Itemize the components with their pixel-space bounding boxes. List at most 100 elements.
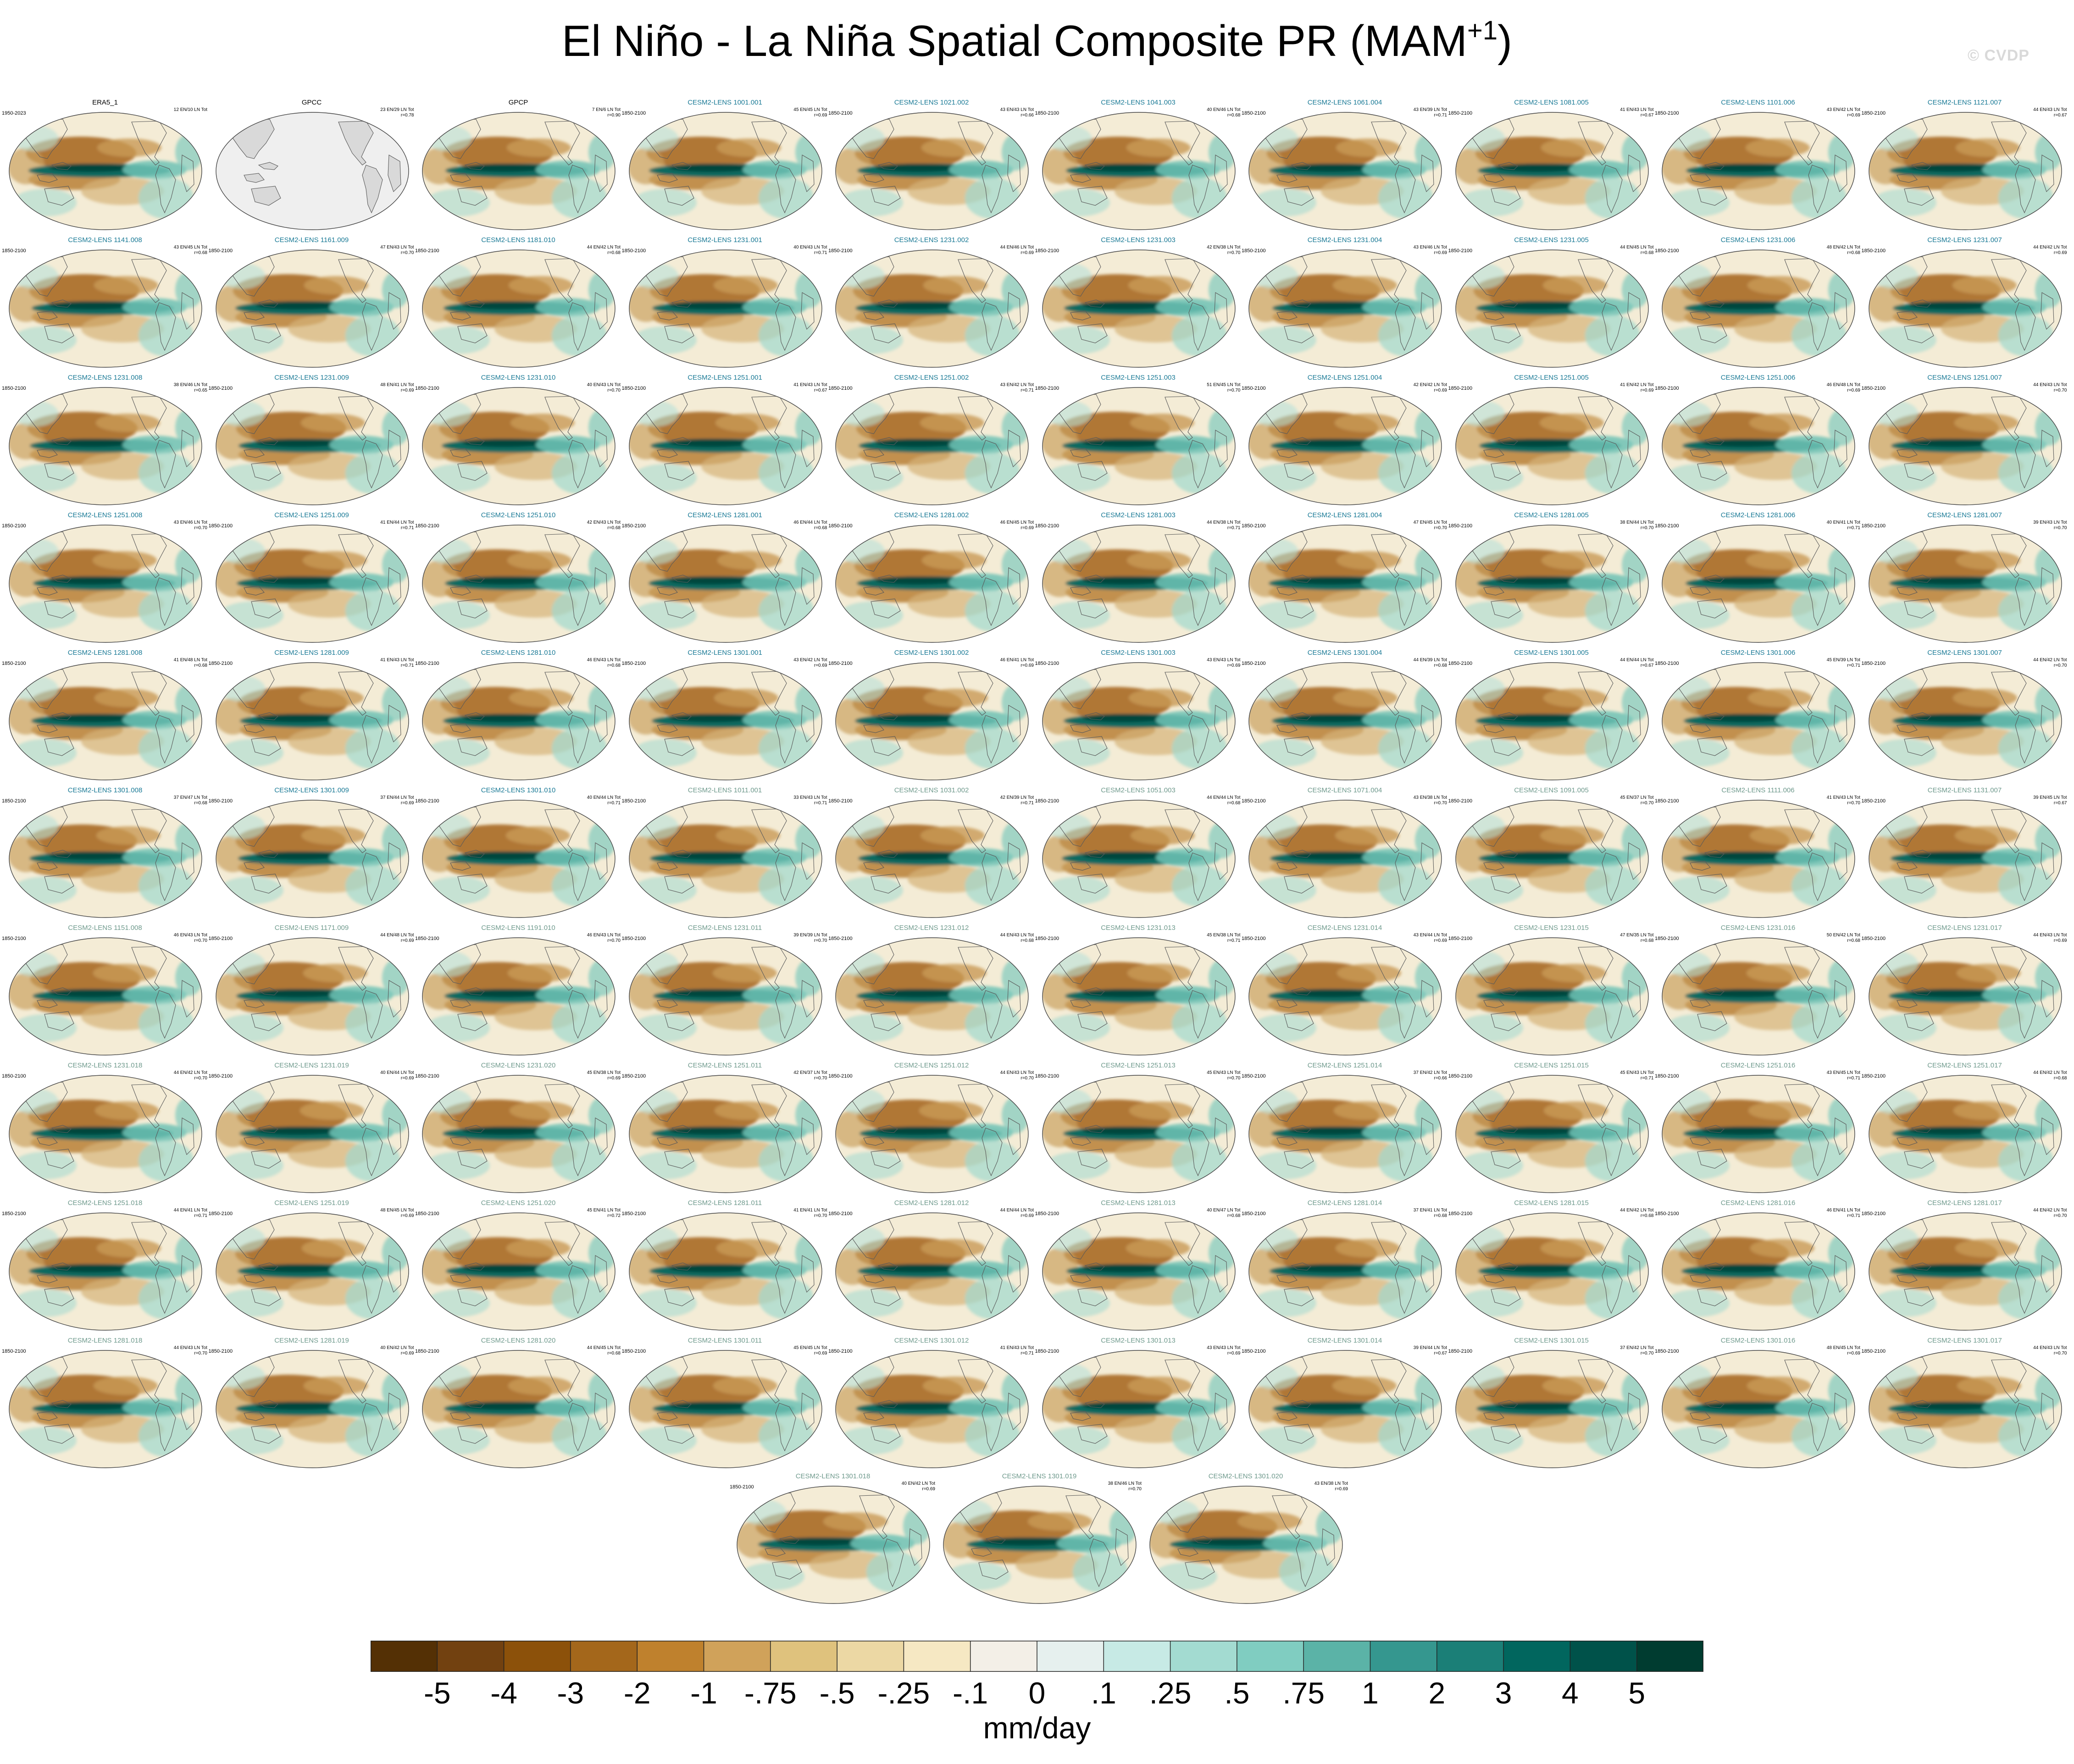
composite-map xyxy=(1455,937,1649,1056)
panel-title: CESM2-LENS 1281.005 xyxy=(1514,511,1589,519)
panel-stats: 47 EN/43 LN Tot r=0.70 xyxy=(380,245,414,256)
panel-years: 1850-2100 xyxy=(828,248,853,254)
composite-map xyxy=(215,937,409,1056)
panel-stats: 40 EN/47 LN Tot r=0.68 xyxy=(1207,1208,1240,1219)
composite-map xyxy=(9,937,202,1056)
panel-title: CESM2-LENS 1281.008 xyxy=(67,649,143,657)
event-counts: 43 EN/42 LN Tot xyxy=(793,658,827,663)
event-counts: 43 EN/45 LN Tot xyxy=(173,245,207,250)
composite-map xyxy=(1662,1350,1855,1468)
pattern-correlation: r=0.71 xyxy=(194,1213,207,1218)
event-counts: 43 EN/46 LN Tot xyxy=(173,520,207,525)
composite-map xyxy=(1662,387,1855,505)
map-panel: CESM2-LENS 1301.012 1850-2100 41 EN/43 LN … xyxy=(828,1336,1035,1474)
panel-stats: 44 EN/43 LN Tot r=0.70 xyxy=(2033,1345,2067,1356)
pattern-correlation: r=0.70 xyxy=(1434,801,1447,806)
panel-stats: 43 EN/45 LN Tot r=0.68 xyxy=(174,245,207,256)
composite-map xyxy=(1042,387,1236,505)
panel-stats: 44 EN/42 LN Tot r=0.70 xyxy=(2033,658,2067,669)
panel-stats: 43 EN/42 LN Tot r=0.71 xyxy=(1000,382,1034,393)
panel-title: CESM2-LENS 1251.004 xyxy=(1307,374,1382,382)
composite-map xyxy=(1455,800,1649,918)
panel-years: 1850-2100 xyxy=(1448,936,1473,941)
panel-stats: 44 EN/42 LN Tot r=0.70 xyxy=(2033,1208,2067,1219)
composite-map xyxy=(215,800,409,918)
composite-map xyxy=(1248,249,1442,368)
event-counts: 41 EN/43 LN Tot xyxy=(793,382,827,387)
map-panel: CESM2-LENS 1251.001 1850-2100 41 EN/43 LN … xyxy=(622,373,828,511)
pattern-correlation: r=0.67 xyxy=(2053,113,2067,118)
pattern-correlation: r=0.78 xyxy=(400,113,414,118)
map-panel: CESM2-LENS 1251.004 1850-2100 42 EN/42 LN … xyxy=(1242,373,1448,511)
panel-title: CESM2-LENS 1101.006 xyxy=(1721,99,1795,106)
panel-stats: 44 EN/42 LN Tot r=0.70 xyxy=(174,1070,207,1081)
pattern-correlation: r=0.71 xyxy=(400,663,414,668)
map-panel: CESM2-LENS 1231.019 1850-2100 40 EN/44 LN … xyxy=(209,1061,415,1199)
composite-map xyxy=(1868,387,2062,505)
pattern-correlation: r=0.71 xyxy=(1847,525,1860,531)
pattern-correlation: r=0.71 xyxy=(1020,1351,1034,1356)
pattern-correlation: r=0.69 xyxy=(400,388,414,393)
panel-title: CESM2-LENS 1251.001 xyxy=(688,374,762,382)
pattern-correlation: r=0.69 xyxy=(1335,1487,1348,1492)
composite-map xyxy=(628,1075,822,1193)
event-counts: 38 EN/46 LN Tot xyxy=(1108,1481,1142,1486)
panel-title: CESM2-LENS 1231.018 xyxy=(67,1062,143,1069)
panel-years: 1850-2100 xyxy=(1861,798,1886,804)
panel-years: 1850-2100 xyxy=(1242,111,1266,116)
event-counts: 41 EN/48 LN Tot xyxy=(173,658,207,663)
pattern-correlation: r=0.68 xyxy=(607,1351,621,1356)
pattern-correlation: r=0.70 xyxy=(2053,1351,2067,1356)
panel-stats: 41 EN/44 LN Tot r=0.71 xyxy=(380,520,414,531)
panel-title: CESM2-LENS 1281.001 xyxy=(688,511,762,519)
map-panel: CESM2-LENS 1041.003 1850-2100 40 EN/46 LN … xyxy=(1035,98,1242,236)
panel-stats: 43 EN/38 LN Tot r=0.69 xyxy=(1314,1481,1348,1492)
panel-years: 1850-2100 xyxy=(1861,1349,1886,1354)
event-counts: 44 EN/43 LN Tot xyxy=(2033,1345,2067,1350)
event-counts: 44 EN/43 LN Tot xyxy=(2033,107,2067,112)
composite-map xyxy=(1042,525,1236,643)
event-counts: 39 EN/45 LN Tot xyxy=(2033,795,2067,800)
pattern-correlation: r=0.69 xyxy=(1020,250,1034,255)
panel-title: CESM2-LENS 1231.009 xyxy=(274,374,349,382)
map-panel: CESM2-LENS 1281.006 1850-2100 40 EN/41 LN … xyxy=(1655,511,1861,648)
pattern-correlation: r=0.67 xyxy=(1640,663,1654,668)
pattern-correlation: r=0.68 xyxy=(1640,250,1654,255)
event-counts: 44 EN/45 LN Tot xyxy=(1620,245,1654,250)
composite-map xyxy=(1042,662,1236,780)
panel-title: CESM2-LENS 1231.013 xyxy=(1101,924,1176,932)
event-counts: 41 EN/43 LN Tot xyxy=(1000,1345,1034,1350)
colorbar-tick-label: 3 xyxy=(1495,1676,1512,1710)
event-counts: 45 EN/45 LN Tot xyxy=(793,107,827,112)
panel-title: CESM2-LENS 1111.006 xyxy=(1721,786,1795,794)
map-panel: CESM2-LENS 1231.009 1850-2100 48 EN/41 LN … xyxy=(209,373,415,511)
map-panel: CESM2-LENS 1301.019 38 EN/46 LN Tot r=0.70 xyxy=(936,1472,1142,1609)
panel-title: CESM2-LENS 1231.001 xyxy=(688,236,762,244)
map-panel: CESM2-LENS 1231.002 1850-2100 44 EN/46 LN … xyxy=(828,236,1035,373)
event-counts: 40 EN/46 LN Tot xyxy=(1207,107,1241,112)
pattern-correlation: r=0.70 xyxy=(814,1213,827,1218)
panel-title: CESM2-LENS 1301.003 xyxy=(1101,649,1176,657)
map-panel: CESM2-LENS 1301.007 1850-2100 44 EN/42 LN … xyxy=(1862,648,2068,786)
event-counts: 43 EN/44 LN Tot xyxy=(1413,933,1447,938)
colorbar-segment xyxy=(837,1641,904,1672)
colorbar-tick-label: -.75 xyxy=(744,1676,797,1710)
event-counts: 40 EN/44 LN Tot xyxy=(380,1070,414,1075)
panel-stats: 38 EN/44 LN Tot r=0.70 xyxy=(1620,520,1653,531)
event-counts: 44 EN/42 LN Tot xyxy=(1620,1208,1654,1213)
event-counts: 43 EN/43 LN Tot xyxy=(1207,658,1241,663)
composite-map xyxy=(1042,1075,1236,1193)
panel-stats: 39 EN/44 LN Tot r=0.67 xyxy=(1414,1345,1447,1356)
panel-stats: 41 EN/43 LN Tot r=0.67 xyxy=(793,382,827,393)
panel-title: CESM2-LENS 1301.018 xyxy=(795,1472,871,1480)
composite-map xyxy=(1248,662,1442,780)
panel-title: CESM2-LENS 1061.004 xyxy=(1307,99,1382,106)
event-counts: 42 EN/43 LN Tot xyxy=(587,520,621,525)
event-counts: 38 EN/44 LN Tot xyxy=(1620,520,1654,525)
panel-title: CESM2-LENS 1251.006 xyxy=(1720,374,1796,382)
panel-years: 1850-2100 xyxy=(1448,798,1473,804)
pattern-correlation: r=0.71 xyxy=(1434,113,1447,118)
pattern-correlation: r=0.69 xyxy=(1640,388,1654,393)
panel-years: 1850-2100 xyxy=(1242,248,1266,254)
panel-stats: 45 EN/38 LN Tot r=0.69 xyxy=(587,1070,621,1081)
